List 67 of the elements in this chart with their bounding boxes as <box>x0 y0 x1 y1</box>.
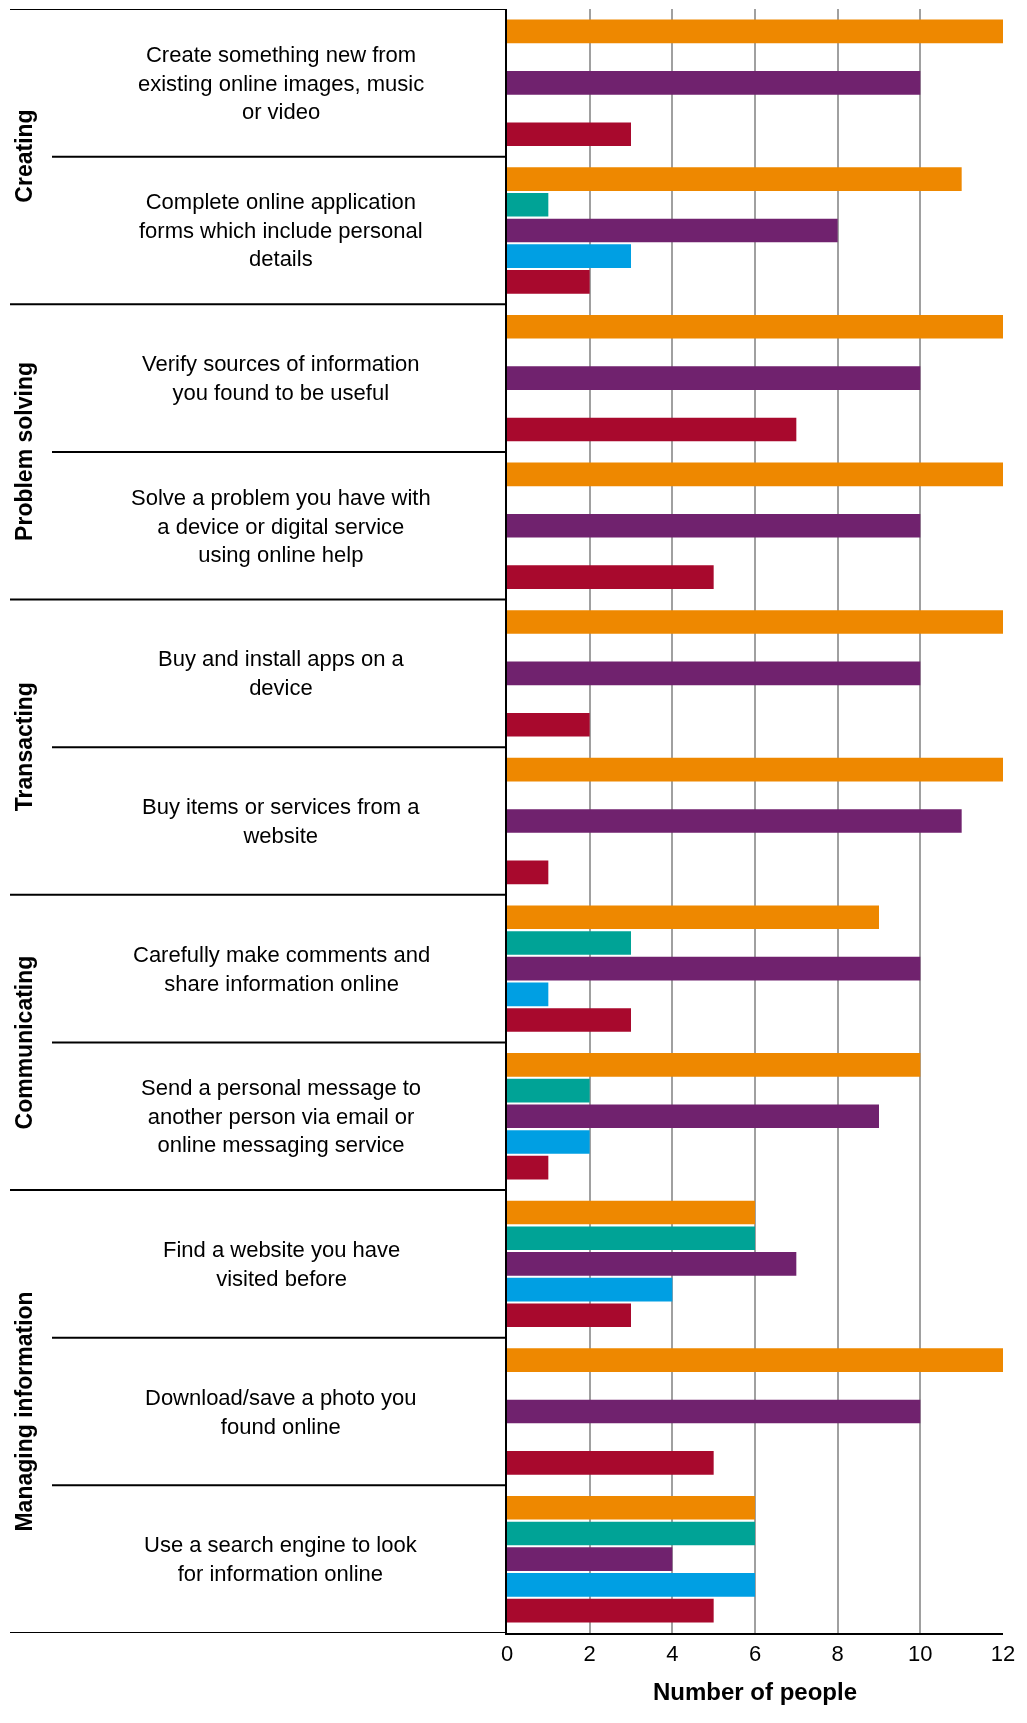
y-tick-label: Download/save a photo you found online <box>145 1385 417 1439</box>
bar <box>507 757 1003 782</box>
text: Problem solving <box>11 361 38 541</box>
bar <box>507 1078 590 1103</box>
x-tick-label: 2 <box>583 1641 596 1667</box>
bar <box>507 1252 797 1276</box>
bar <box>507 1226 755 1251</box>
bar <box>507 809 962 833</box>
bar <box>507 71 921 95</box>
bar <box>507 982 549 1007</box>
bar <box>507 192 549 217</box>
bar <box>507 1277 673 1302</box>
y-tick-label: Create something new from existing online images, music or video <box>138 42 425 125</box>
bar <box>507 1521 755 1546</box>
bar <box>507 19 1003 44</box>
bar <box>507 1104 879 1129</box>
text: Transacting <box>10 682 37 812</box>
bar <box>507 565 714 589</box>
bar <box>507 1451 714 1475</box>
bar <box>507 513 921 538</box>
y-tick-label: Find a website you have visited before <box>163 1237 401 1291</box>
bar <box>507 712 590 737</box>
x-axis-title: Number of people <box>652 1678 858 1706</box>
text: Communicating <box>10 955 37 1130</box>
bar <box>507 462 1003 487</box>
bar <box>507 1053 921 1077</box>
bar <box>507 1130 590 1154</box>
y-tick-label: Solve a problem you have with a device or digital service using online help <box>131 485 431 568</box>
bar <box>507 218 838 243</box>
y-tick-label: Send a personal message to another person via email or online messaging service <box>141 1075 422 1158</box>
bar <box>507 1495 755 1520</box>
text: Creating <box>11 109 38 203</box>
bar <box>507 244 631 268</box>
bar <box>507 1598 714 1623</box>
text: Managing information <box>11 1291 38 1532</box>
x-tick-label: 12 <box>990 1641 1016 1667</box>
bar <box>507 366 921 390</box>
bar <box>507 1303 631 1328</box>
bar <box>507 1547 673 1571</box>
bar <box>507 417 797 442</box>
y-tick-label: Verify sources of information you found to be useful <box>142 351 420 405</box>
bar <box>507 661 921 686</box>
bar <box>507 270 590 294</box>
bar <box>507 931 631 955</box>
y-tick-label: Complete online application forms which include personal details <box>139 189 423 272</box>
x-tick-label: 8 <box>831 1641 844 1667</box>
y-tick-label: Use a search engine to look for information online <box>144 1532 418 1586</box>
x-tick-label: 6 <box>748 1641 762 1667</box>
bar <box>507 1399 921 1424</box>
bar <box>507 167 962 191</box>
bar <box>507 1155 549 1180</box>
bar <box>507 610 1003 634</box>
x-tick-label: 10 <box>908 1641 933 1667</box>
y-tick-label: Buy and install apps on a device <box>158 646 405 700</box>
bar <box>507 1348 1003 1372</box>
y-tick-label: Carefully make comments and share information online <box>133 942 431 996</box>
bar <box>507 1573 755 1597</box>
x-tick-label: 4 <box>666 1641 679 1667</box>
y-tick-label: Buy items or services from a website <box>142 794 421 848</box>
x-tick-label: 0 <box>500 1641 514 1667</box>
bar <box>507 1008 631 1032</box>
bar <box>507 956 921 981</box>
bar <box>507 1200 755 1225</box>
bar <box>507 905 879 930</box>
bar <box>507 314 1003 339</box>
bar <box>507 860 549 885</box>
bar <box>507 122 631 147</box>
